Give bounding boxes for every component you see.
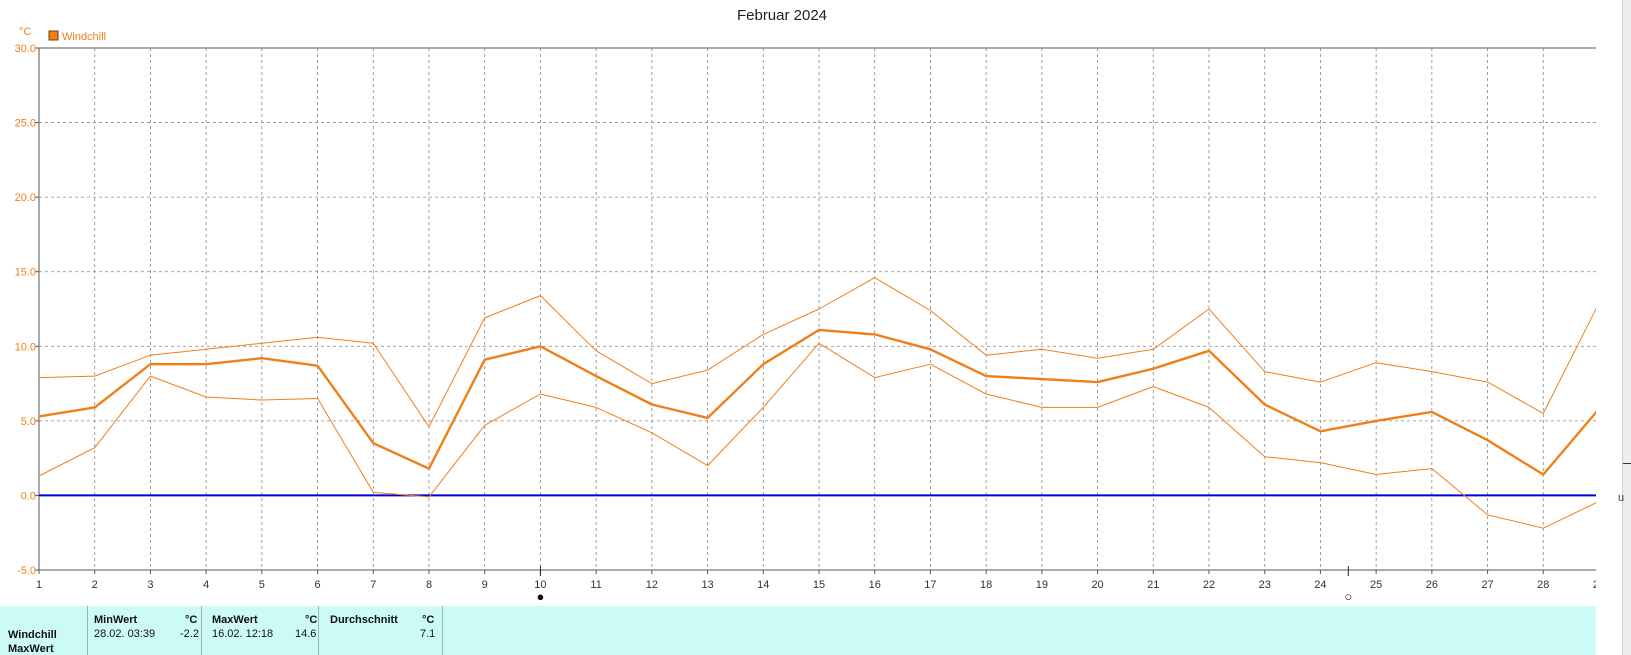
max-timestamp: 16.02. 12:18 xyxy=(212,628,274,640)
series-line-avg xyxy=(38,328,1596,476)
x-tick-label: 7 xyxy=(370,579,376,591)
y-tick-label: 20.0 xyxy=(15,192,36,204)
column-divider xyxy=(87,606,88,655)
x-tick-label: 10 xyxy=(534,579,546,591)
window-edge: u xyxy=(1596,0,1631,655)
x-tick-label: 19 xyxy=(1036,579,1048,591)
statistics-panel: MinWert °C MaxWert °C Durchschnitt °C Wi… xyxy=(0,606,1596,655)
x-tick-label: 20 xyxy=(1091,579,1103,591)
x-tick-label: 15 xyxy=(813,579,825,591)
x-tick-label: 13 xyxy=(701,579,713,591)
x-tick-label: 8 xyxy=(426,579,432,591)
x-tick-label: 28 xyxy=(1537,579,1549,591)
column-divider xyxy=(318,606,319,655)
moon-marker-full-moon: ○ xyxy=(1344,589,1352,604)
windchill-chart: Februar 2024 °C Windchill 30.025.020.015… xyxy=(15,7,1596,604)
series-line-min xyxy=(38,342,1596,529)
x-tick-label: 2 xyxy=(92,579,98,591)
x-tick-label: 11 xyxy=(590,579,601,591)
x-tick-label: 4 xyxy=(203,579,209,591)
avg-unit-header: °C xyxy=(422,614,435,626)
y-tick-label: -5.0 xyxy=(17,565,36,577)
plot-frame xyxy=(38,47,1596,571)
row-label-maxwert: MaxWert xyxy=(8,643,54,655)
x-tick-label: 17 xyxy=(924,579,936,591)
x-axis: 1 2 3 4 5 6 7 8 9 10 11 12 13 14 15 16 17 18 19 20 21 22 23 24 2… xyxy=(36,570,1596,591)
x-tick-label: 9 xyxy=(482,579,488,591)
y-tick-label: 15.0 xyxy=(15,267,36,279)
x-tick-label: 14 xyxy=(757,579,769,591)
min-unit-header: °C xyxy=(185,614,198,626)
x-tick-label: 26 xyxy=(1426,579,1438,591)
series-group xyxy=(38,277,1596,529)
min-timestamp: 28.02. 03:39 xyxy=(94,628,156,640)
x-tick-label: 16 xyxy=(869,579,881,591)
y-axis-unit: °C xyxy=(19,26,31,38)
max-value: 14.6 xyxy=(295,628,317,640)
x-tick-label: 12 xyxy=(646,579,658,591)
y-tick-label: 0.0 xyxy=(21,490,36,502)
x-tick-label: 3 xyxy=(147,579,153,591)
y-tick-label: 30.0 xyxy=(15,43,36,55)
column-divider xyxy=(201,606,202,655)
y-tick-label: 5.0 xyxy=(21,416,36,428)
legend-label-windchill: Windchill xyxy=(62,31,106,43)
series-line-max xyxy=(38,277,1596,428)
avg-header: Durchschnitt xyxy=(330,614,398,626)
max-header: MaxWert xyxy=(212,614,258,626)
row-label-windchill: Windchill xyxy=(8,629,57,641)
x-tick-label: 29 xyxy=(1593,579,1596,591)
x-tick-label: 23 xyxy=(1259,579,1271,591)
x-tick-label: 5 xyxy=(259,579,265,591)
edge-text-fragment: u xyxy=(1618,492,1625,504)
scrollbar[interactable] xyxy=(1622,0,1631,655)
x-tick-label: 21 xyxy=(1147,579,1159,591)
legend-swatch xyxy=(48,30,59,41)
x-tick-label: 1 xyxy=(36,579,42,591)
x-tick-label: 25 xyxy=(1370,579,1382,591)
y-tick-label: 25.0 xyxy=(15,118,36,130)
max-unit-header: °C xyxy=(305,614,318,626)
column-divider xyxy=(442,606,443,655)
chart-title: Februar 2024 xyxy=(737,7,827,24)
min-header: MinWert xyxy=(94,614,138,626)
y-axis: 30.0 25.0 20.0 15.0 10.0 5.0 0.0 -5.0 xyxy=(15,43,39,577)
min-value: -2.2 xyxy=(180,628,199,640)
grid xyxy=(38,47,1596,571)
x-tick-label: 27 xyxy=(1481,579,1493,591)
moon-markers: ● ○ xyxy=(536,566,1352,604)
x-tick-label: 24 xyxy=(1314,579,1326,591)
edge-tick xyxy=(1623,463,1631,464)
y-tick-label: 10.0 xyxy=(15,341,36,353)
x-tick-label: 6 xyxy=(315,579,321,591)
avg-value: 7.1 xyxy=(420,628,436,640)
x-tick-label: 18 xyxy=(980,579,992,591)
moon-marker-new-moon: ● xyxy=(536,589,544,604)
x-tick-label: 22 xyxy=(1203,579,1215,591)
